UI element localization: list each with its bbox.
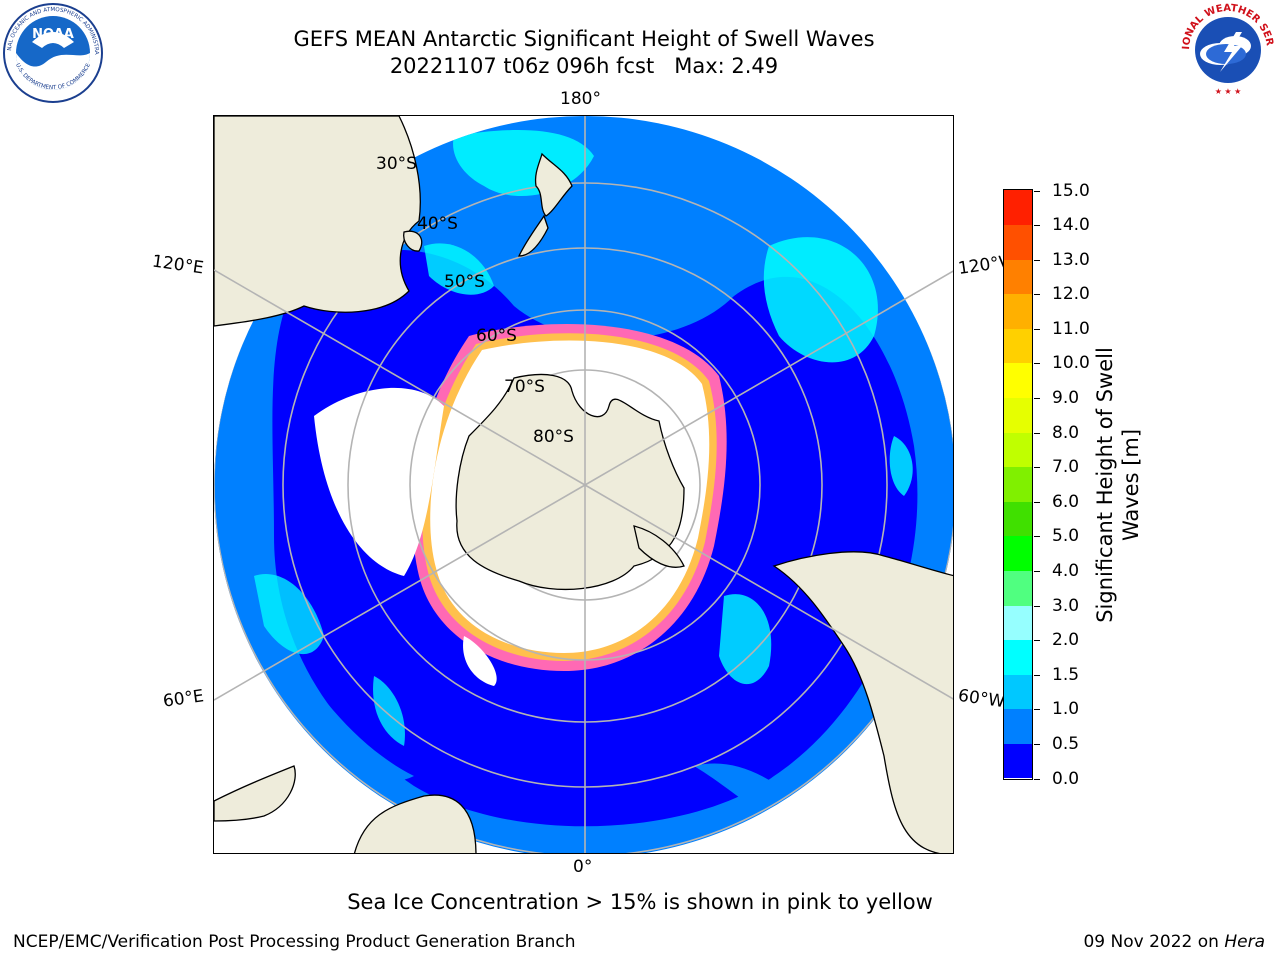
colorbar-segment [1004, 224, 1032, 260]
lat-label: 30°S [376, 154, 417, 174]
colorbar-tick [1034, 536, 1040, 538]
lat-label: 80°S [533, 427, 574, 447]
colorbar-tick-label: 0.0 [1052, 768, 1080, 789]
svg-text:★ ★ ★: ★ ★ ★ [1215, 87, 1242, 96]
footer-date: 09 Nov 2022 on Hera [1083, 932, 1265, 952]
colorbar-tick [1034, 570, 1040, 572]
colorbar-segment [1004, 535, 1032, 571]
sea-ice-note: Sea Ice Concentration > 15% is shown in … [347, 890, 933, 914]
colorbar-title: Significant Height of Swell Waves [m] [1092, 347, 1144, 623]
colorbar-tick-label: 5.0 [1052, 526, 1080, 547]
colorbar-tick-label: 10.0 [1052, 353, 1090, 374]
longitude-grid [214, 116, 953, 853]
lon-label-60w: 60°W [956, 685, 1007, 713]
colorbar-tick [1034, 778, 1040, 780]
colorbar-tick-label: 6.0 [1052, 491, 1080, 512]
colorbar-segment [1004, 743, 1032, 779]
polar-map: 30°S 40°S 50°S 60°S 70°S 80°S [213, 115, 954, 854]
colorbar-segment [1004, 190, 1032, 226]
colorbar-tick-label: 1.5 [1052, 664, 1080, 685]
noaa-logo-text: NOAA [32, 27, 74, 42]
colorbar-tick [1034, 432, 1040, 434]
lon-label-60e: 60°E [161, 686, 206, 712]
colorbar-segment [1004, 362, 1032, 399]
colorbar-segment [1004, 328, 1032, 364]
colorbar-tick [1034, 259, 1040, 261]
colorbar-tick-label: 3.0 [1052, 595, 1080, 616]
forecast-subtitle: 20221107 t06z 096h fcst Max: 2.49 [389, 54, 779, 78]
colorbar-tick-label: 11.0 [1052, 318, 1090, 339]
colorbar-segment [1004, 605, 1032, 641]
colorbar-tick-label: 8.0 [1052, 422, 1080, 443]
land-masses [214, 116, 953, 853]
colorbar-tick [1034, 709, 1040, 711]
colorbar-tick [1034, 743, 1040, 745]
colorbar-segment [1004, 674, 1032, 710]
colorbar-tick-label: 4.0 [1052, 560, 1080, 581]
colorbar-tick [1034, 225, 1040, 227]
colorbar-tick [1034, 328, 1040, 330]
colorbar-segment [1004, 397, 1032, 433]
colorbar-segment [1004, 639, 1032, 675]
colorbar-tick [1034, 501, 1040, 503]
lon-label-120e: 120°E [150, 251, 205, 279]
footer-host: Hera [1224, 932, 1265, 952]
lon-label-0: 0° [573, 857, 593, 877]
chart-title: GEFS MEAN Antarctic Significant Height o… [293, 27, 875, 51]
lat-label: 60°S [476, 326, 517, 346]
colorbar-tick-label: 7.0 [1052, 457, 1080, 478]
colorbar [1003, 189, 1033, 780]
colorbar-tick-label: 14.0 [1052, 215, 1090, 236]
colorbar-tick-label: 13.0 [1052, 249, 1090, 270]
colorbar-segment [1004, 501, 1032, 537]
colorbar-tick [1034, 605, 1040, 607]
colorbar-tick [1034, 398, 1040, 400]
footer-credit: NCEP/EMC/Verification Post Processing Pr… [13, 932, 576, 952]
colorbar-tick-label: 12.0 [1052, 284, 1090, 305]
lon-label-180: 180° [560, 89, 601, 109]
nws-logo: NATIONAL WEATHER SERVICE ★ ★ ★ [1176, 0, 1276, 98]
colorbar-tick [1034, 674, 1040, 676]
noaa-logo: NOAA NATIONAL OCEANIC AND ATMOSPHERIC AD… [0, 0, 104, 104]
colorbar-segment [1004, 708, 1032, 744]
colorbar-tick-label: 1.0 [1052, 699, 1080, 720]
colorbar-tick [1034, 363, 1040, 365]
colorbar-tick [1034, 190, 1040, 192]
colorbar-segment [1004, 259, 1032, 295]
colorbar-segment [1004, 432, 1032, 468]
lat-label: 70°S [504, 377, 545, 397]
colorbar-segment [1004, 293, 1032, 329]
colorbar-tick-label: 9.0 [1052, 388, 1080, 409]
colorbar-tick-label: 0.5 [1052, 733, 1080, 754]
lat-label: 50°S [444, 272, 485, 292]
colorbar-title-line1: Significant Height of Swell [1093, 347, 1117, 623]
lat-label: 40°S [417, 214, 458, 234]
colorbar-tick [1034, 294, 1040, 296]
colorbar-segment [1004, 466, 1032, 502]
colorbar-tick-label: 2.0 [1052, 630, 1080, 651]
colorbar-tick [1034, 467, 1040, 469]
latitude-labels: 30°S 40°S 50°S 60°S 70°S 80°S [376, 154, 574, 447]
colorbar-tick-label: 15.0 [1052, 180, 1090, 201]
colorbar-segment [1004, 570, 1032, 606]
colorbar-title-line2: Waves [m] [1119, 428, 1143, 542]
colorbar-tick [1034, 640, 1040, 642]
footer-date-text: 09 Nov 2022 on [1083, 932, 1225, 952]
